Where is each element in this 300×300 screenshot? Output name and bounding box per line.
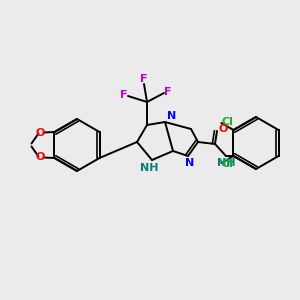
Text: O: O xyxy=(218,124,228,134)
Text: Cl: Cl xyxy=(221,117,233,127)
Text: F: F xyxy=(164,87,172,97)
Text: N: N xyxy=(185,158,195,168)
Text: NH: NH xyxy=(140,163,158,173)
Text: Cl: Cl xyxy=(221,159,233,169)
Text: NH: NH xyxy=(217,158,235,168)
Text: O: O xyxy=(36,128,45,137)
Text: F: F xyxy=(120,90,128,100)
Text: O: O xyxy=(36,152,45,163)
Text: N: N xyxy=(167,111,177,121)
Text: F: F xyxy=(140,74,148,84)
